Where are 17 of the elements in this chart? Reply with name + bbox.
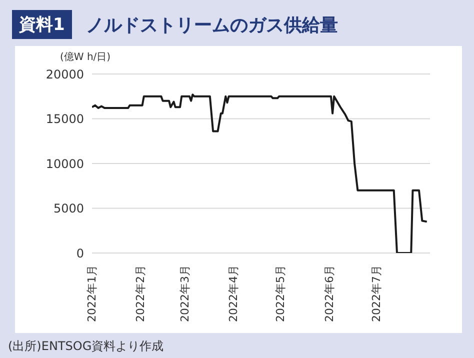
y-tick-label: 10000 [46, 156, 84, 171]
y-axis-title: (億W h/日) [60, 50, 111, 64]
x-tick-label: 2022年7月 [370, 265, 384, 322]
x-tick-label: 2022年2月 [134, 265, 148, 322]
x-tick-label: 2022年5月 [274, 265, 288, 322]
chart-title: ノルドストリームのガス供給量 [86, 14, 338, 36]
text: (出所)ENTSOG資料より作成 [8, 338, 164, 355]
x-tick-label: 2022年1月 [86, 265, 98, 322]
x-tick-label: 2022年3月 [178, 265, 192, 322]
line-series [92, 94, 428, 253]
x-tick-label: 2022年4月 [226, 265, 240, 322]
y-tick-label: 5000 [53, 202, 84, 216]
y-tick-label: 20000 [46, 67, 84, 82]
x-tick-label: 2022年6月 [322, 265, 336, 322]
text: 資料1 [12, 10, 72, 39]
y-tick-label: 0 [76, 246, 84, 260]
y-tick-label: 15000 [46, 112, 84, 126]
